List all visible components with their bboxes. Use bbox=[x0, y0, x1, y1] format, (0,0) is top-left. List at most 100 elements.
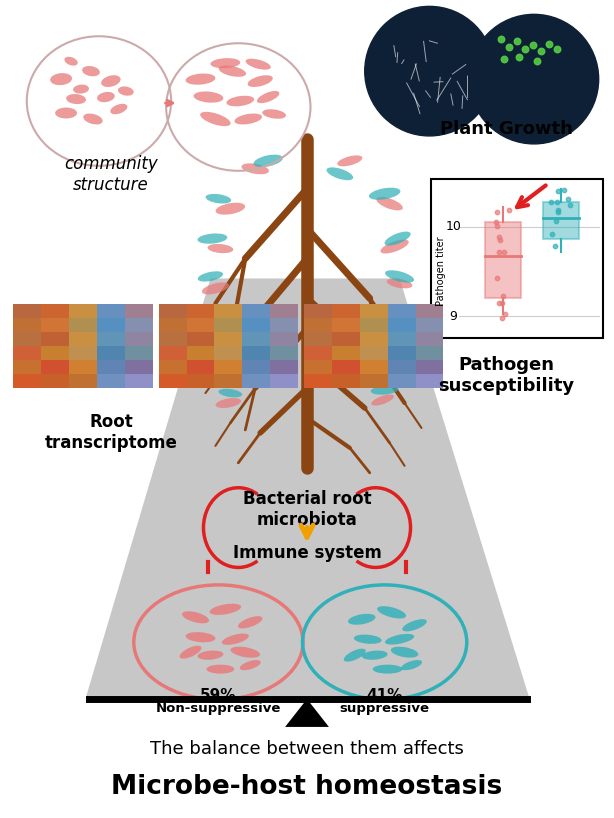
Ellipse shape bbox=[469, 15, 599, 144]
Point bbox=[565, 199, 575, 212]
Text: Root
transcriptome: Root transcriptome bbox=[44, 413, 177, 452]
Bar bbox=[270, 346, 298, 360]
Bar bbox=[125, 318, 153, 332]
Ellipse shape bbox=[219, 362, 246, 374]
Point bbox=[552, 196, 562, 209]
Bar bbox=[360, 374, 387, 388]
Ellipse shape bbox=[371, 358, 397, 368]
Point bbox=[492, 272, 502, 285]
Ellipse shape bbox=[354, 635, 382, 644]
Bar bbox=[187, 346, 214, 360]
Bar bbox=[243, 304, 270, 318]
Ellipse shape bbox=[254, 155, 283, 167]
Bar bbox=[125, 332, 153, 346]
Bar bbox=[214, 318, 243, 332]
Bar bbox=[304, 304, 332, 318]
Text: Pathogen titer: Pathogen titer bbox=[437, 236, 446, 306]
Ellipse shape bbox=[200, 112, 231, 126]
Bar bbox=[304, 332, 332, 346]
Text: Pathogen
susceptibility: Pathogen susceptibility bbox=[438, 356, 574, 395]
Text: 41%: 41% bbox=[367, 687, 403, 703]
Ellipse shape bbox=[198, 650, 223, 660]
Ellipse shape bbox=[55, 107, 77, 119]
Ellipse shape bbox=[66, 94, 86, 104]
Point bbox=[559, 184, 569, 197]
Text: Plant Growth: Plant Growth bbox=[440, 120, 572, 138]
Text: 59%: 59% bbox=[200, 687, 236, 703]
Point bbox=[504, 41, 514, 54]
Ellipse shape bbox=[376, 346, 404, 360]
Bar bbox=[214, 332, 243, 346]
Point bbox=[500, 308, 510, 321]
Ellipse shape bbox=[198, 233, 227, 244]
Bar bbox=[416, 304, 443, 318]
Bar bbox=[387, 304, 416, 318]
Point bbox=[494, 296, 504, 309]
Bar bbox=[387, 318, 416, 332]
Bar bbox=[214, 360, 243, 374]
Bar bbox=[187, 374, 214, 388]
Bar bbox=[332, 346, 360, 360]
Point bbox=[553, 204, 563, 217]
Polygon shape bbox=[86, 278, 529, 697]
Bar bbox=[97, 346, 125, 360]
Bar bbox=[243, 374, 270, 388]
Ellipse shape bbox=[213, 348, 238, 359]
Bar bbox=[14, 346, 41, 360]
Ellipse shape bbox=[212, 324, 238, 333]
Bar bbox=[97, 374, 125, 388]
Bar bbox=[243, 346, 270, 360]
Text: community
structure: community structure bbox=[64, 155, 158, 194]
Bar bbox=[41, 332, 69, 346]
Bar bbox=[270, 360, 298, 374]
Bar bbox=[158, 360, 187, 374]
Bar bbox=[360, 318, 387, 332]
Ellipse shape bbox=[246, 59, 271, 70]
Bar bbox=[97, 332, 125, 346]
Bar bbox=[270, 332, 298, 346]
Ellipse shape bbox=[118, 87, 134, 96]
Bar bbox=[14, 318, 41, 332]
Bar bbox=[360, 346, 387, 360]
Point bbox=[496, 33, 506, 46]
Ellipse shape bbox=[206, 665, 235, 673]
Point bbox=[492, 219, 502, 232]
Bar bbox=[14, 304, 41, 318]
Bar bbox=[243, 360, 270, 374]
Bar bbox=[69, 360, 97, 374]
Point bbox=[494, 231, 504, 244]
Point bbox=[520, 43, 530, 56]
Ellipse shape bbox=[247, 75, 273, 87]
Point bbox=[512, 34, 522, 47]
Ellipse shape bbox=[241, 164, 269, 174]
Bar bbox=[14, 374, 41, 388]
Ellipse shape bbox=[211, 58, 240, 68]
Ellipse shape bbox=[204, 308, 232, 318]
Bar bbox=[360, 304, 387, 318]
Bar bbox=[416, 332, 443, 346]
Ellipse shape bbox=[73, 84, 89, 93]
Bar bbox=[69, 318, 97, 332]
Bar bbox=[243, 318, 270, 332]
Ellipse shape bbox=[344, 649, 366, 662]
Bar bbox=[158, 374, 187, 388]
FancyBboxPatch shape bbox=[432, 179, 603, 338]
Ellipse shape bbox=[97, 92, 115, 102]
Point bbox=[499, 290, 508, 303]
Point bbox=[551, 215, 561, 228]
Bar bbox=[214, 304, 243, 318]
Ellipse shape bbox=[362, 650, 387, 660]
Bar bbox=[332, 360, 360, 374]
Ellipse shape bbox=[401, 660, 422, 670]
Point bbox=[495, 233, 505, 246]
Ellipse shape bbox=[385, 270, 414, 283]
Ellipse shape bbox=[376, 197, 403, 210]
Text: Bacterial root
microbiota: Bacterial root microbiota bbox=[243, 490, 371, 529]
Bar bbox=[332, 332, 360, 346]
Bar bbox=[41, 360, 69, 374]
Ellipse shape bbox=[208, 244, 233, 253]
Ellipse shape bbox=[101, 75, 120, 87]
Bar bbox=[243, 332, 270, 346]
Bar bbox=[270, 374, 298, 388]
Bar bbox=[270, 304, 298, 318]
